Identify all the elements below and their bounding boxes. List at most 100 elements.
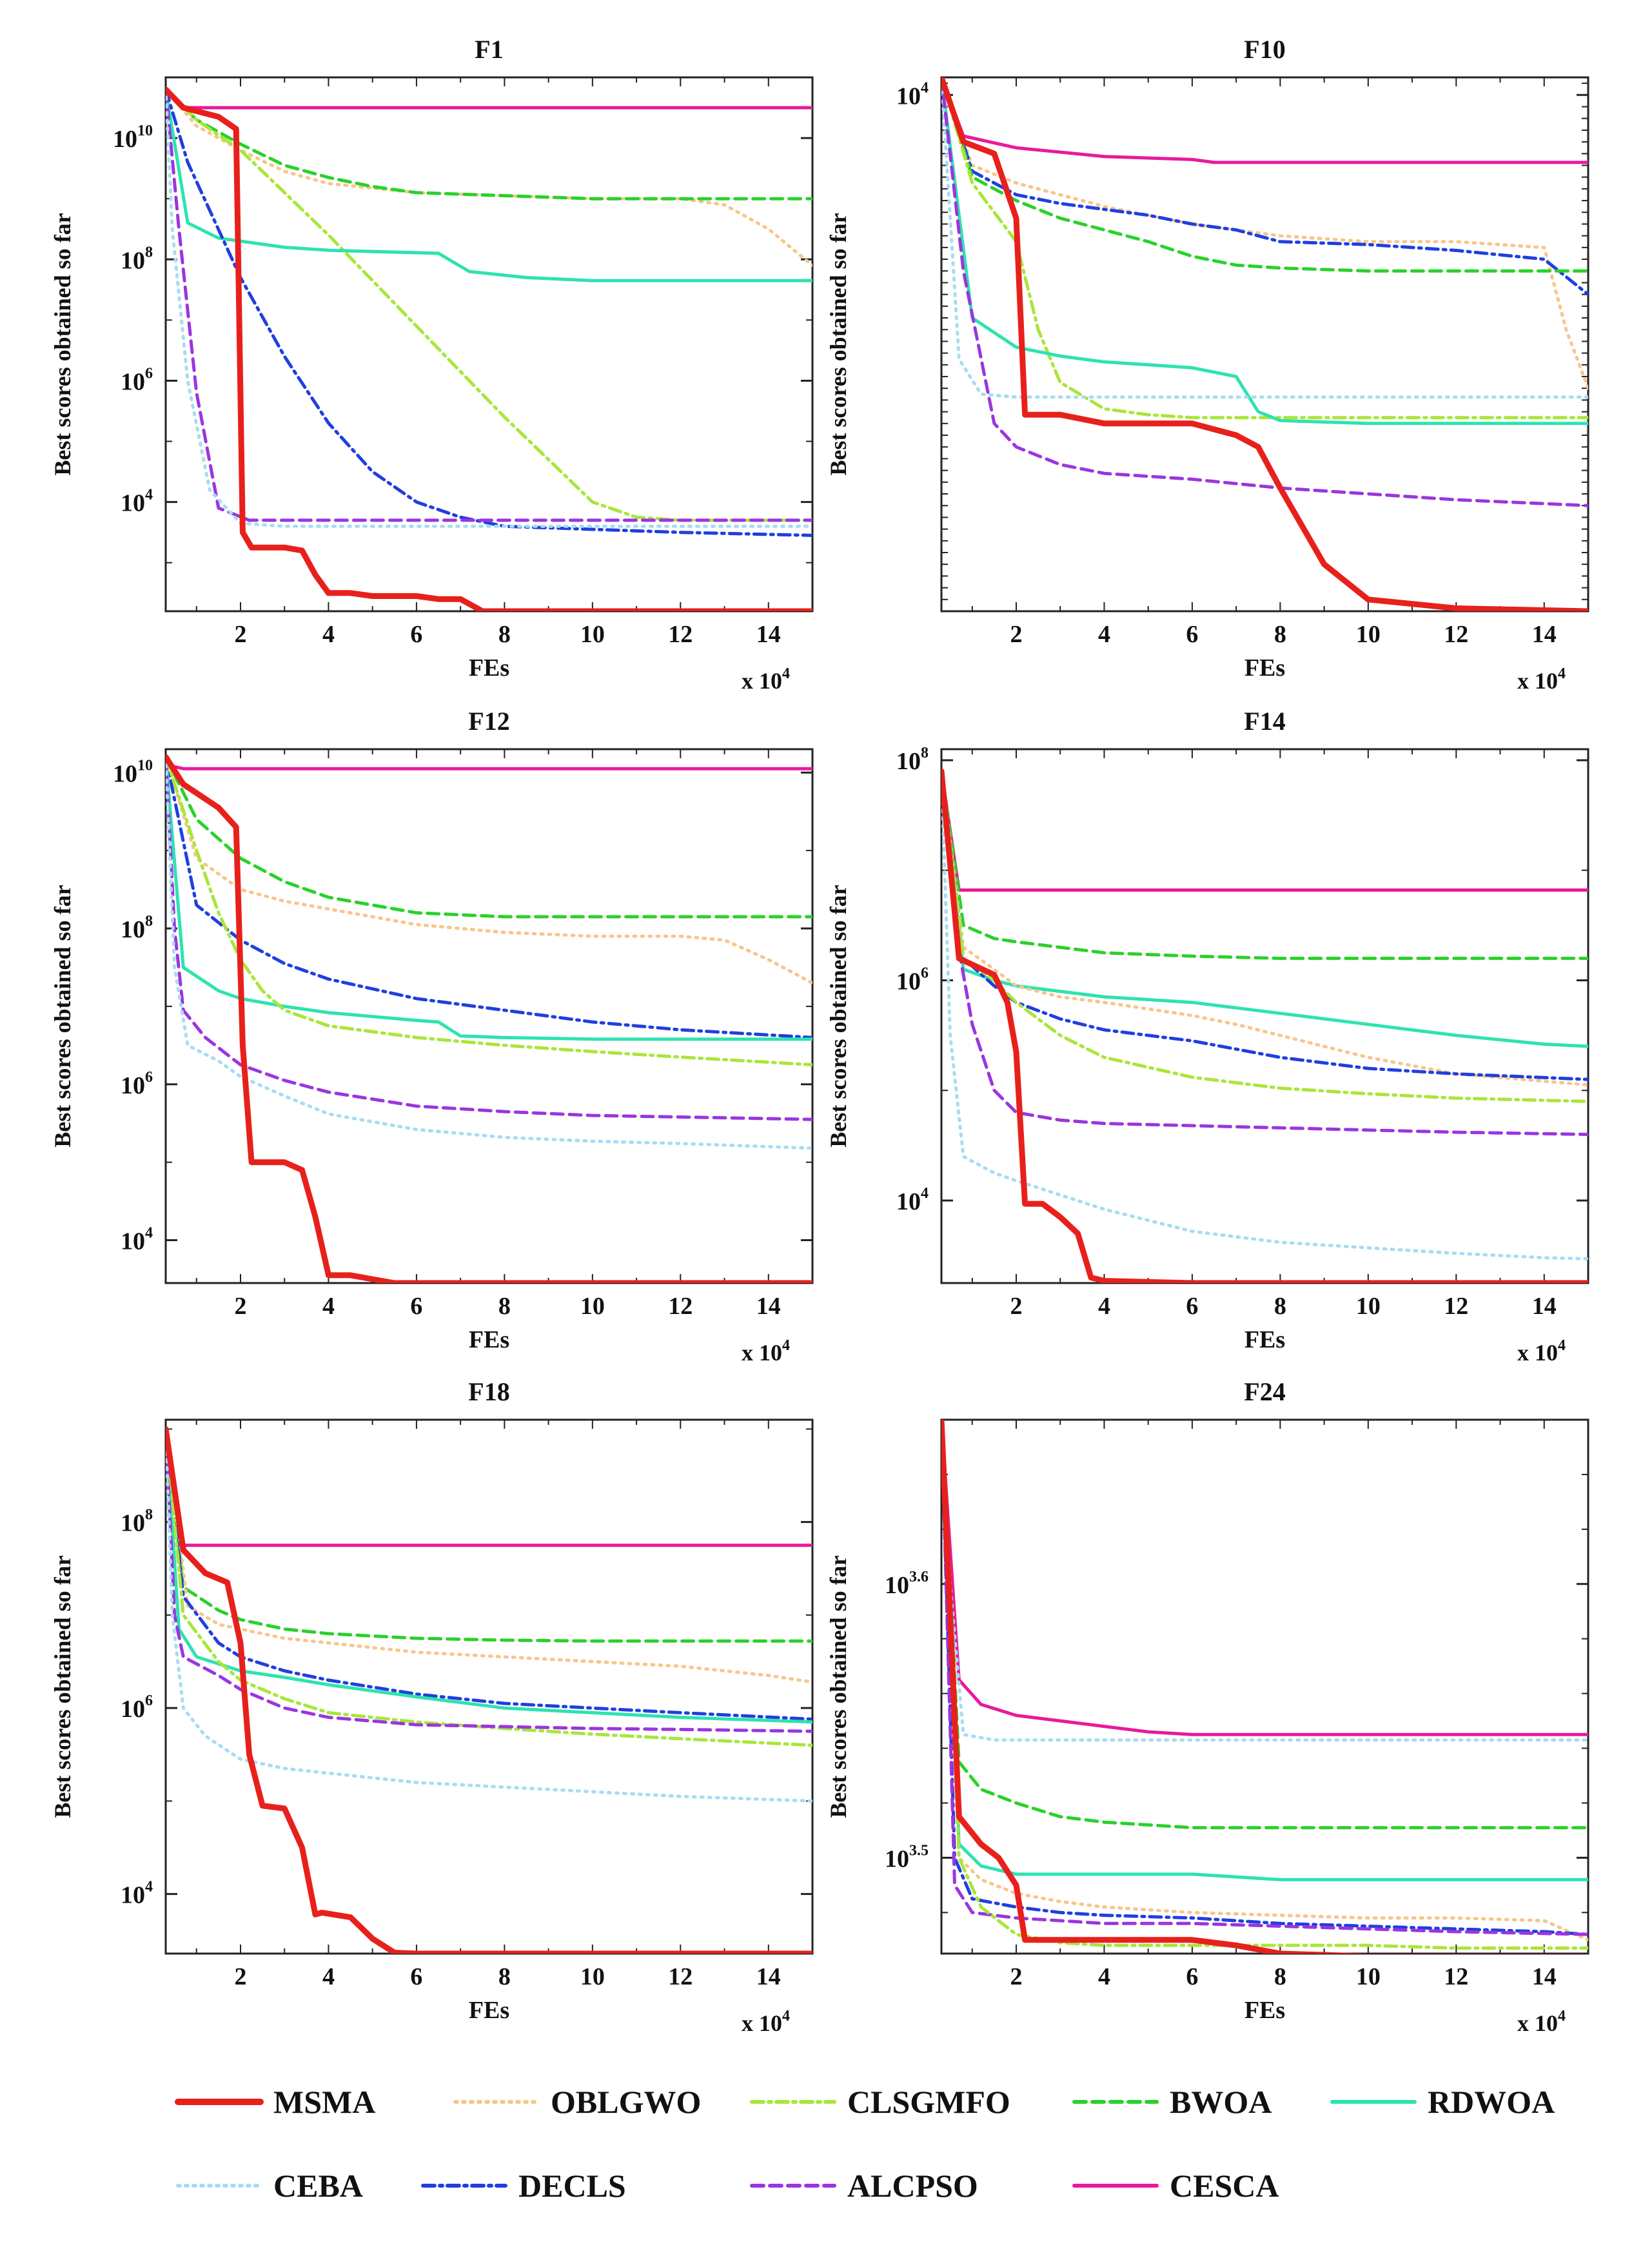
series-line-decls-f1 [166, 88, 812, 537]
x-tick-label-f1: 4 [322, 621, 335, 648]
chart-f12: F12 2 4 6 8 10 12 14 FEs x 104 104 106 108 1010 Best s… [50, 707, 814, 1366]
x-multiplier-f14: x 104 [1517, 1337, 1566, 1366]
y-tick-label-f24: 103.5 [885, 1842, 929, 1872]
series-line-rdwoa-f12 [166, 755, 812, 1041]
series-line-alcpso-f18 [166, 1427, 812, 1733]
series-line-rdwoa-f10 [941, 77, 1588, 426]
legend-line-alcpso [750, 2184, 836, 2188]
x-tick-label-f12: 6 [410, 1293, 422, 1320]
series-line-decls-f18 [166, 1427, 812, 1721]
series-line-bwoa-f12 [166, 755, 812, 919]
x-tick-label-f24: 8 [1274, 1963, 1286, 1990]
x-multiplier-f12: x 104 [742, 1337, 790, 1366]
x-axis-label-f24: FEs [1244, 1997, 1285, 2024]
series-line-alcpso-f10 [941, 77, 1588, 507]
y-tick-label-f12: 104 [121, 1225, 153, 1255]
y-tick-label-f12: 106 [121, 1069, 153, 1099]
x-tick-label-f14: 14 [1532, 1293, 1557, 1320]
legend-item-alcpso: ALCPSO [748, 2160, 978, 2211]
y-tick-label-f1: 106 [121, 365, 153, 395]
x-multiplier-f10: x 104 [1517, 665, 1566, 694]
chart-title-f24: F24 [1244, 1377, 1285, 1406]
legend-label-alcpso: ALCPSO [847, 2168, 978, 2204]
y-axis-label-f18: Best scores obtained so far [50, 1555, 75, 1818]
x-axis-label-f1: FEs [469, 654, 509, 681]
legend-line-decls [421, 2184, 507, 2188]
x-tick-label-f24: 6 [1186, 1963, 1198, 1990]
y-axis-label-f1: Best scores obtained so far [50, 213, 75, 475]
x-tick-label-f24: 10 [1356, 1963, 1381, 1990]
x-tick-label-f24: 12 [1444, 1963, 1468, 1990]
series-line-msma-f14 [941, 768, 1588, 1283]
chart-f18: F18 2 4 6 8 10 12 14 FEs x 104 104 106 108 Best score… [50, 1377, 814, 2036]
x-tick-label-f12: 8 [498, 1293, 511, 1320]
series-line-clsgmfo-f18 [166, 1427, 812, 1747]
plot-frame-f14 [940, 748, 1589, 1284]
chart-title-f1: F1 [475, 35, 503, 64]
plot-frame-f18 [164, 1418, 814, 1955]
x-tick-label-f24: 14 [1532, 1963, 1557, 1990]
legend-line-ceba [176, 2184, 262, 2188]
x-axis-label-f18: FEs [469, 1997, 509, 2024]
series-line-oblgwo-f1 [166, 88, 812, 268]
x-tick-label-f10: 6 [1186, 621, 1198, 648]
legend-label-msma: MSMA [273, 2084, 376, 2120]
series-line-clsgmfo-f10 [941, 77, 1588, 420]
y-tick-label-f12: 1010 [113, 757, 153, 787]
series-line-alcpso-f1 [166, 88, 812, 522]
plot-frame-f10 [940, 76, 1589, 613]
x-tick-label-f14: 4 [1098, 1293, 1110, 1320]
series-line-ceba-f10 [941, 77, 1588, 399]
x-tick-label-f14: 6 [1186, 1293, 1198, 1320]
chart-title-f10: F10 [1244, 35, 1285, 64]
legend-line-clsgmfo [750, 2100, 836, 2104]
chart-f1: F1 2 4 6 8 10 12 14 FEs x 104 104 106 108 1010 Best sc… [50, 35, 814, 694]
y-tick-label-f14: 108 [896, 745, 929, 775]
series-line-msma-f24 [941, 1420, 1588, 1954]
x-tick-label-f18: 6 [410, 1963, 422, 1990]
y-tick-label-f18: 106 [121, 1692, 153, 1723]
x-tick-label-f1: 12 [668, 621, 693, 648]
series-line-alcpso-f24 [941, 1420, 1588, 1936]
x-tick-label-f12: 14 [756, 1293, 781, 1320]
y-tick-label-f18: 104 [121, 1879, 153, 1909]
chart-f24: F24 2 4 6 8 10 12 14 FEs x 104 103.5 103.6 Best scor… [825, 1377, 1589, 2036]
chart-f14: F14 2 4 6 8 10 12 14 FEs x 104 104 106 108 Best score… [825, 707, 1589, 1366]
x-tick-label-f10: 12 [1444, 621, 1468, 648]
series-line-msma-f10 [941, 77, 1588, 611]
x-axis-label-f10: FEs [1244, 654, 1285, 681]
series-line-bwoa-f18 [166, 1427, 812, 1643]
legend-item-bwoa: BWOA [1070, 2076, 1272, 2128]
series-line-ceba-f18 [166, 1427, 812, 1803]
x-tick-label-f1: 14 [756, 621, 781, 648]
x-tick-label-f10: 10 [1356, 621, 1381, 648]
y-axis-label-f14: Best scores obtained so far [825, 885, 851, 1147]
x-tick-label-f18: 12 [668, 1963, 693, 1990]
x-axis-label-f12: FEs [469, 1326, 509, 1353]
plot-frame-f24 [940, 1418, 1589, 1955]
series-line-bwoa-f14 [941, 769, 1588, 960]
y-tick-label-f14: 106 [896, 965, 929, 995]
legend-line-oblgwo [453, 2100, 540, 2104]
chart-title-f18: F18 [468, 1377, 509, 1406]
x-tick-label-f1: 2 [234, 621, 246, 648]
y-tick-label-f1: 108 [121, 244, 153, 274]
x-tick-label-f24: 2 [1010, 1963, 1022, 1990]
x-tick-label-f1: 10 [580, 621, 605, 648]
x-axis-label-f14: FEs [1244, 1326, 1285, 1353]
y-tick-label-f24: 103.6 [885, 1569, 929, 1599]
x-tick-label-f12: 4 [322, 1293, 335, 1320]
x-tick-label-f10: 4 [1098, 621, 1110, 648]
x-tick-label-f10: 8 [1274, 621, 1286, 648]
y-tick-label-f1: 1010 [113, 123, 153, 153]
y-axis-label-f24: Best scores obtained so far [825, 1555, 851, 1818]
series-line-msma-f18 [166, 1426, 812, 1954]
x-multiplier-f24: x 104 [1517, 2008, 1566, 2036]
series-line-oblgwo-f24 [941, 1420, 1588, 1942]
chart-f10: F10 2 4 6 8 10 12 14 FEs x 104 104 Best scores obta… [825, 35, 1589, 694]
x-tick-label-f14: 12 [1444, 1293, 1468, 1320]
series-line-decls-f12 [166, 755, 812, 1039]
legend-label-clsgmfo: CLSGMFO [847, 2084, 1010, 2120]
chart-title-f14: F14 [1244, 707, 1285, 736]
